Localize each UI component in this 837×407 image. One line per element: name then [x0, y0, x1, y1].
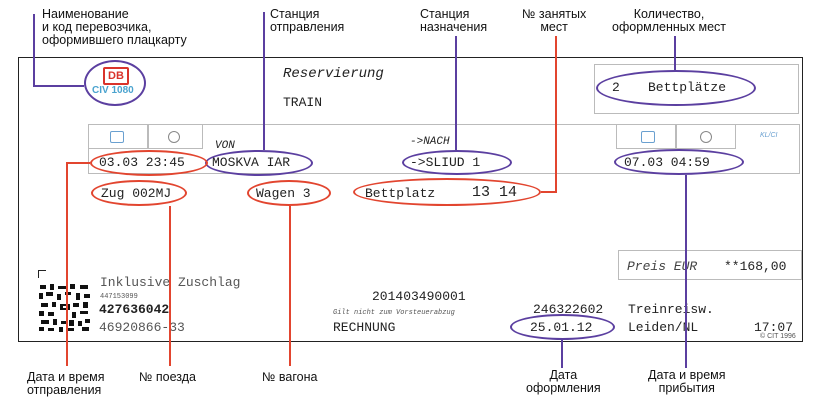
grid-cell-3: [616, 124, 676, 149]
oval-departure: [90, 150, 208, 176]
vat-note: Gilt nicht zum Vorsteuerabzug: [333, 309, 455, 317]
seats-count-box: [594, 64, 799, 114]
grid-cell-4: [676, 124, 736, 149]
train-icon-2: [641, 131, 655, 143]
oval-seats-count: [596, 70, 756, 106]
annotation-seats-count: Количество, оформленных мест: [612, 7, 727, 34]
issue-place: Leiden/NL: [628, 320, 699, 335]
annotation-departure-station: Станция отправления: [270, 7, 345, 34]
barcode-icon: [38, 283, 92, 333]
train-icon: [110, 131, 124, 143]
kl-label: KL/CI: [760, 132, 778, 139]
agency-name: Treinreisw.: [628, 302, 714, 317]
price-value: **168,00: [724, 259, 787, 274]
code-primary: 427636042: [99, 302, 170, 317]
annotation-issue-date: Дата оформления: [526, 368, 601, 395]
annotation-arrival-datetime: Дата и время прибытия: [648, 368, 726, 395]
clock-icon: [168, 131, 180, 143]
annotation-car-number: № вагона: [262, 370, 318, 384]
price-box: [618, 250, 802, 280]
small-code: 447153099: [100, 293, 138, 301]
oval-arrival: [614, 149, 744, 175]
von-label: VON: [215, 140, 235, 152]
issue-time: 17:07: [754, 320, 794, 335]
oval-car: [247, 180, 331, 206]
ticket-title: Reservierung: [283, 66, 384, 82]
oval-carrier: [84, 60, 146, 106]
document-number: 201403490001: [372, 289, 466, 304]
oval-berth: [353, 178, 541, 206]
oval-issue-date: [510, 314, 615, 340]
clock-icon-2: [700, 131, 712, 143]
annotation-seat-numbers: № занятых мест: [522, 7, 587, 34]
annotation-destination-station: Станция назначения: [420, 7, 488, 34]
invoice-label: RECHNUNG: [333, 320, 396, 335]
oval-train: [91, 180, 187, 206]
nach-label: ->NACH: [410, 136, 450, 148]
annotation-train-number: № поезда: [139, 370, 196, 384]
ticket-subtitle: TRAIN: [283, 95, 323, 110]
grid-cell-2: [148, 124, 203, 149]
copyright: © CIT 1996: [760, 333, 796, 340]
corner-mark: [38, 270, 46, 278]
code-secondary: 46920866-33: [99, 320, 185, 335]
agency-code: 246322602: [533, 302, 604, 317]
annotation-departure-datetime: Дата и время отправления: [27, 370, 105, 397]
annotation-carrier: Наименование и код перевозчика, оформивш…: [42, 7, 187, 47]
oval-to-station: [402, 150, 512, 175]
grid-cell-1: [88, 124, 148, 149]
price-label: Preis EUR: [627, 259, 698, 274]
